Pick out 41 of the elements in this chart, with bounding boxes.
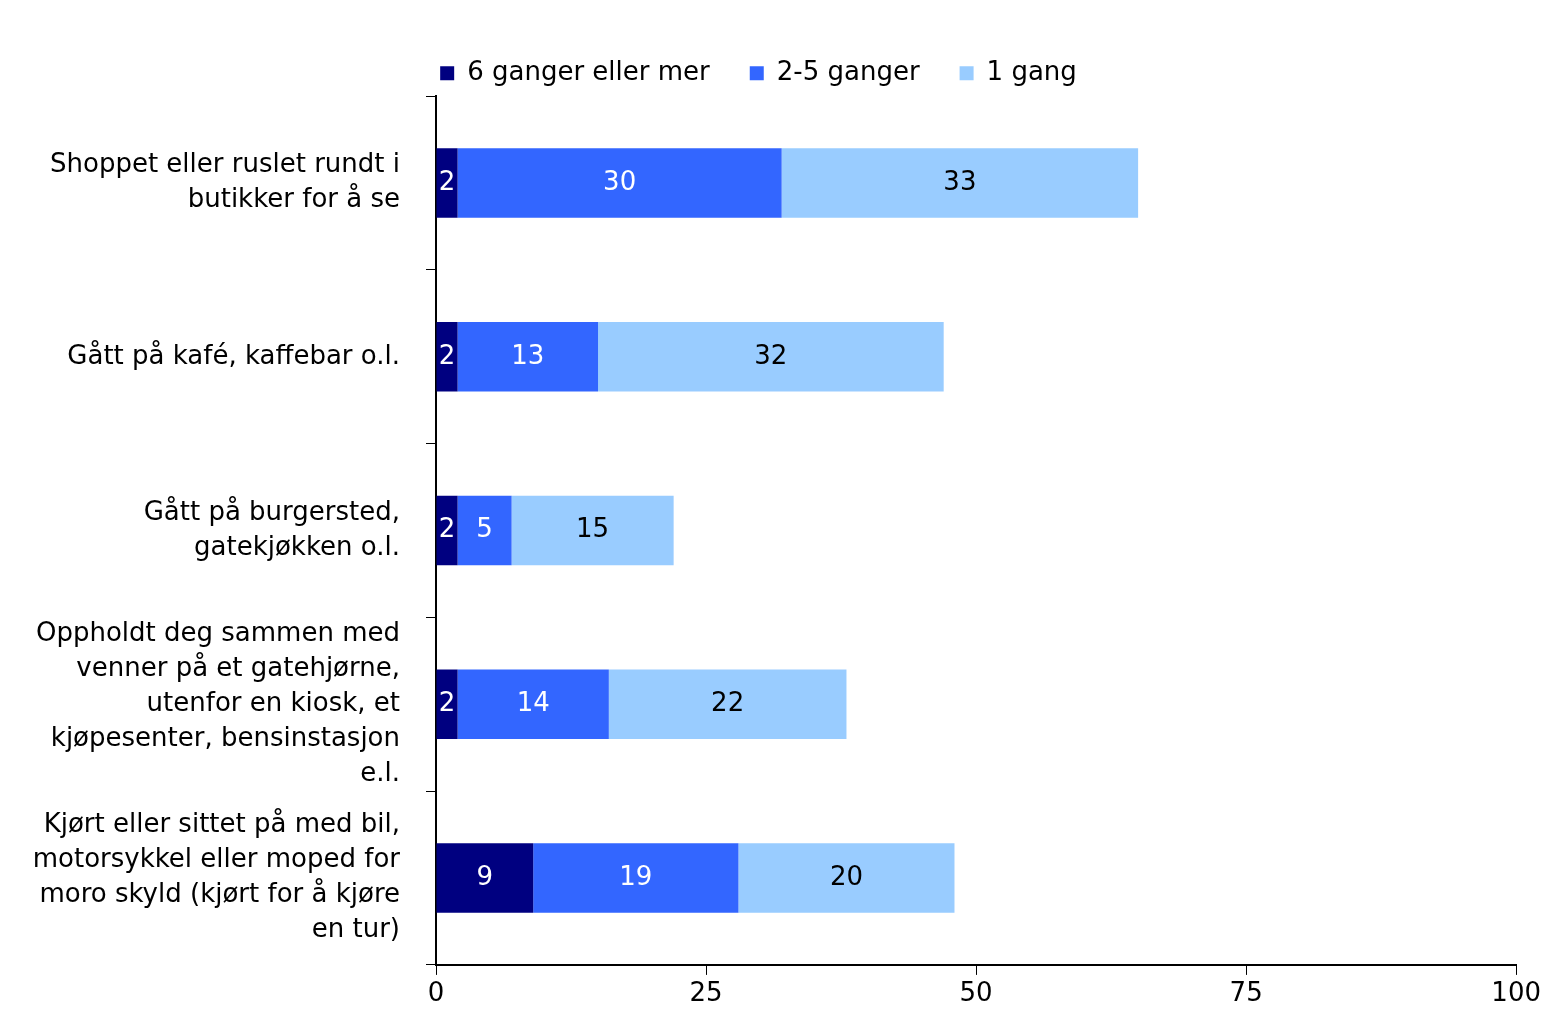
y-tick-label: Gått på burgersted, gatekjøkken o.l. (143, 495, 400, 561)
x-tick-label: 0 (427, 977, 445, 1008)
data-label: 5 (476, 513, 493, 544)
data-label: 2 (438, 165, 456, 196)
bar (533, 843, 739, 913)
data-label: 15 (576, 513, 610, 544)
y-tick-label: Kjørt eller sittet på med bil, motorsykkel eller moped for moro skyld (kjørt for å kjøre en tur) (32, 808, 401, 944)
data-label: 19 (619, 860, 653, 891)
legend-label: 2-5 ganger (776, 55, 920, 86)
bar (781, 148, 1139, 218)
data-label: 2 (438, 339, 456, 370)
y-tick-label: Gått på kafé, kaffebar o.l. (67, 339, 400, 370)
bar (598, 322, 944, 392)
bar (457, 322, 599, 392)
data-label: 2 (438, 513, 456, 544)
bar (436, 148, 458, 218)
bar (436, 322, 458, 392)
data-label: 22 (711, 687, 745, 718)
x-tick-label: 25 (689, 977, 723, 1008)
y-tick-label: Shoppet eller ruslet rundt i butikker for å se (50, 148, 400, 214)
legend-label: 1 gang (986, 55, 1077, 86)
legend-label: 6 ganger eller mer (467, 55, 711, 86)
bar (457, 148, 782, 218)
bar (511, 495, 674, 566)
x-tick-label: 75 (1229, 977, 1263, 1008)
data-label: 2 (438, 687, 456, 718)
bar (608, 669, 847, 740)
data-label: 13 (511, 339, 545, 370)
bar (457, 495, 512, 566)
data-label: 9 (476, 860, 494, 891)
x-tick-label: 50 (959, 977, 993, 1008)
bar (738, 843, 955, 913)
data-label: 30 (603, 165, 637, 196)
data-label: 32 (754, 339, 788, 370)
data-label: 14 (516, 687, 550, 718)
bar (457, 669, 609, 740)
data-label: 33 (943, 165, 977, 196)
x-tick-label: 100 (1491, 977, 1542, 1008)
data-label: 20 (829, 860, 864, 891)
bar (436, 843, 534, 913)
y-tick-label: Oppholdt deg sammen med venner på et gatehjørne, utenfor en kiosk, et kjøpesenter, bensinstasjon e.l. (35, 616, 400, 788)
